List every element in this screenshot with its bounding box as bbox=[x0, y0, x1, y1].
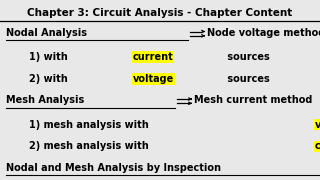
Text: Nodal and Mesh Analysis by Inspection: Nodal and Mesh Analysis by Inspection bbox=[6, 163, 221, 173]
Text: sources: sources bbox=[224, 74, 269, 84]
Text: Mesh current method: Mesh current method bbox=[194, 95, 312, 105]
Text: Nodal Analysis: Nodal Analysis bbox=[6, 28, 87, 38]
Text: 2) with: 2) with bbox=[29, 74, 71, 84]
Text: 2) mesh analysis with: 2) mesh analysis with bbox=[29, 141, 152, 151]
Text: 1) mesh analysis with: 1) mesh analysis with bbox=[29, 120, 152, 130]
Text: Node voltage method: Node voltage method bbox=[207, 28, 320, 38]
Text: current: current bbox=[315, 141, 320, 151]
Text: current: current bbox=[133, 52, 173, 62]
Text: 1) with: 1) with bbox=[29, 52, 71, 62]
Text: Mesh Analysis: Mesh Analysis bbox=[6, 95, 85, 105]
Text: voltage: voltage bbox=[133, 74, 174, 84]
Text: voltage: voltage bbox=[315, 120, 320, 130]
Text: Chapter 3: Circuit Analysis - Chapter Content: Chapter 3: Circuit Analysis - Chapter Co… bbox=[28, 8, 292, 18]
Text: sources: sources bbox=[224, 52, 269, 62]
